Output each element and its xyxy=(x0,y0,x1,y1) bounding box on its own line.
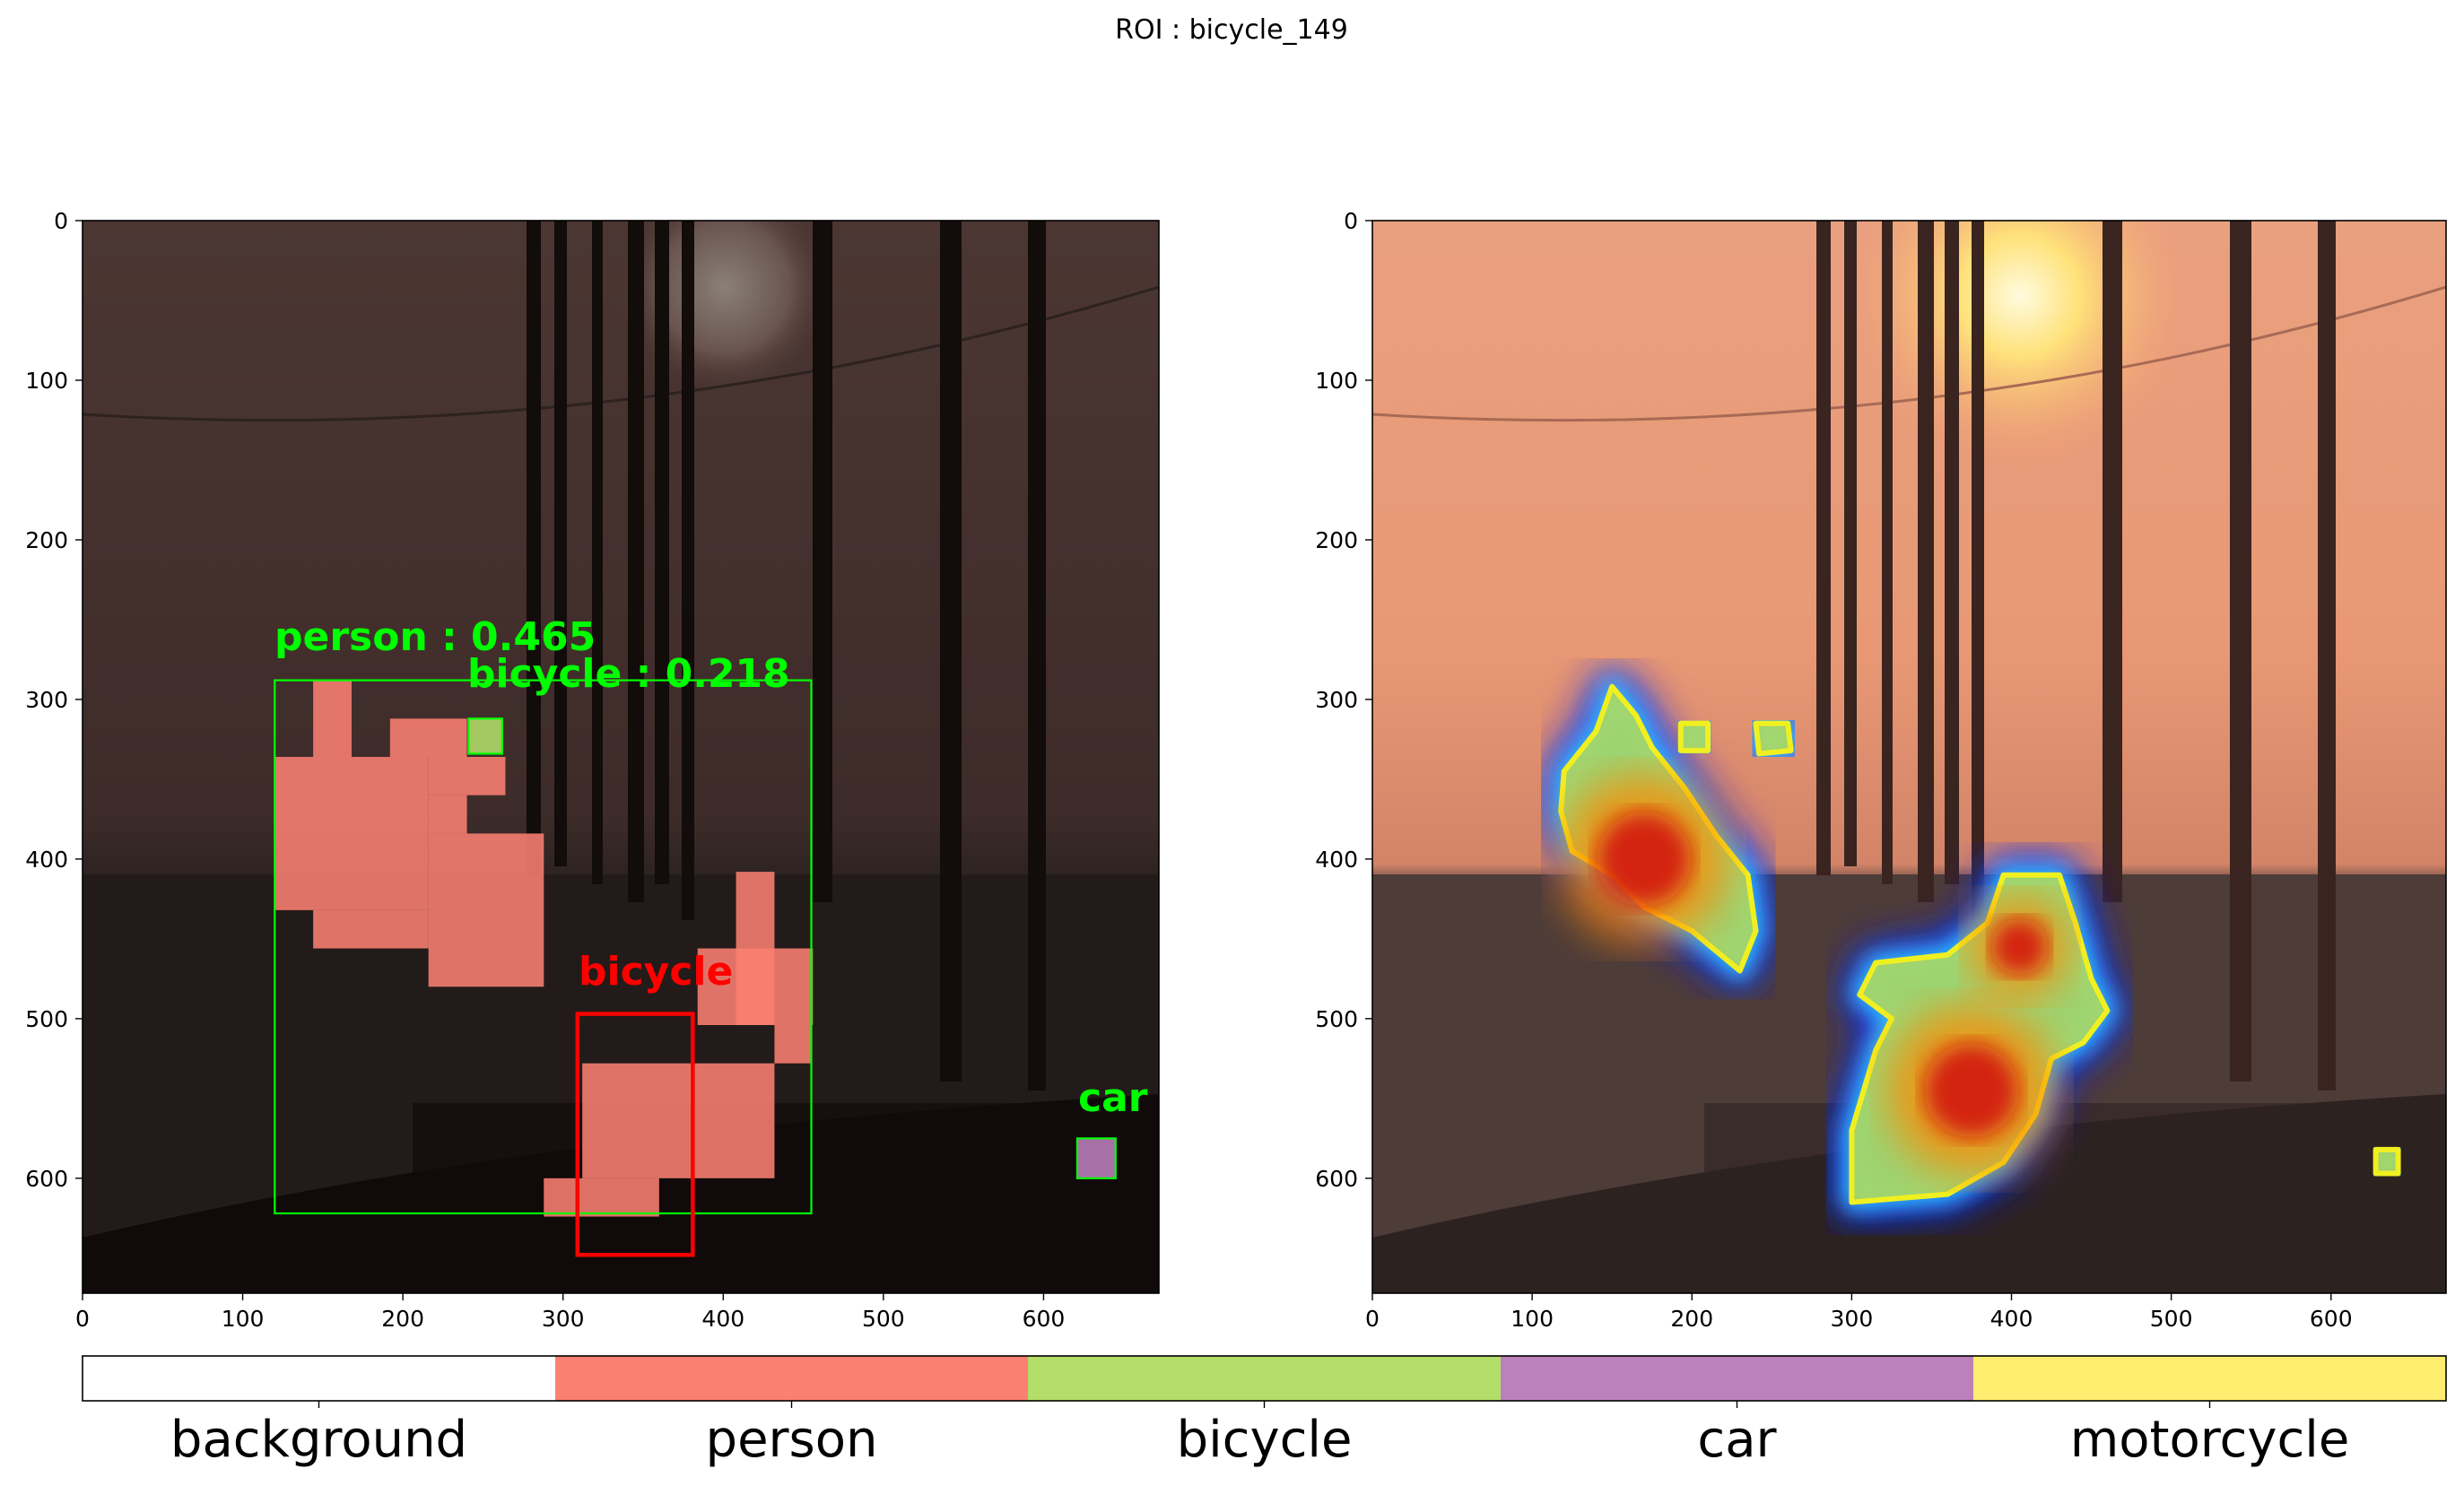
left-axes-ticks: 0 100 200 300 400 500 600 0 100 200 300 400 500 600 xyxy=(25,208,1065,1332)
right-ytick-label: 0 xyxy=(1344,208,1358,234)
segment-person xyxy=(544,1178,659,1217)
segment-person xyxy=(313,909,429,949)
segment-person xyxy=(428,833,544,987)
colorbar-segment-bicycle xyxy=(1028,1356,1501,1401)
detection-box xyxy=(1075,1137,1117,1179)
heat-blob-inner xyxy=(2373,1146,2401,1177)
heat-blob-inner xyxy=(1753,720,1794,757)
right-panel: 0 100 200 300 400 500 600 0 100 200 300 400 500 600 xyxy=(1315,208,2447,1332)
segment-person xyxy=(274,757,429,910)
left-xtick-label: 600 xyxy=(1023,1306,1066,1332)
colorbar-label-person: person xyxy=(706,1411,878,1469)
colorbar-label-motorcycle: motorcycle xyxy=(2070,1411,2350,1469)
left-xtick-label: 400 xyxy=(701,1306,744,1332)
detection-label: car xyxy=(1078,1075,1148,1121)
detection-box xyxy=(575,1012,695,1257)
left-ytick-label: 200 xyxy=(25,527,68,553)
right-xtick-label: 300 xyxy=(1831,1306,1874,1332)
left-photo xyxy=(83,221,1159,1293)
left-ytick-label: 100 xyxy=(25,368,68,394)
colorbar-label-background: background xyxy=(170,1411,467,1469)
left-xtick-label: 100 xyxy=(222,1306,265,1332)
colorbar-segment-person xyxy=(555,1356,1028,1401)
colorbar-segment-motorcycle xyxy=(1973,1356,2446,1401)
detection-label: person : 0.465 xyxy=(274,614,596,660)
segmentation-overlay xyxy=(274,680,1116,1217)
segment-person xyxy=(428,795,467,834)
right-xtick-label: 400 xyxy=(1990,1306,2033,1332)
left-xtick-label: 300 xyxy=(542,1306,585,1332)
right-ytick-label: 200 xyxy=(1315,527,1358,553)
left-ytick-label: 500 xyxy=(25,1006,68,1032)
segment-person xyxy=(389,718,467,757)
segment-car xyxy=(1076,1138,1116,1178)
right-xtick-label: 200 xyxy=(1670,1306,1713,1332)
right-ytick-label: 600 xyxy=(1315,1166,1358,1192)
colorbar-label-bicycle: bicycle xyxy=(1177,1411,1353,1469)
right-axes-ticks: 0 100 200 300 400 500 600 0 100 200 300 400 500 600 xyxy=(1315,208,2352,1332)
segment-person xyxy=(313,680,352,757)
right-xtick-label: 100 xyxy=(1511,1306,1554,1332)
segment-bicycle xyxy=(468,718,502,754)
heat-blob-inner xyxy=(1677,720,1711,753)
colorbar-label-car: car xyxy=(1697,1411,1777,1469)
right-xtick-label: 500 xyxy=(2150,1306,2193,1332)
right-xtick-label: 600 xyxy=(2310,1306,2353,1332)
colorbar-segment-car xyxy=(1501,1356,1973,1401)
right-xtick-label: 0 xyxy=(1365,1306,1380,1332)
detection-box xyxy=(274,679,813,1215)
detection-label: bicycle : 0.218 xyxy=(467,651,790,697)
activation-heatmap xyxy=(1544,669,2416,1220)
figure-title: ROI : bicycle_149 xyxy=(1115,14,1348,46)
segment-person xyxy=(428,757,506,795)
colorbar-frame xyxy=(82,1355,2447,1402)
heat-hotspot-core xyxy=(1597,812,1692,907)
right-ytick-label: 100 xyxy=(1315,368,1358,394)
left-xtick-label: 200 xyxy=(381,1306,424,1332)
left-ytick-label: 0 xyxy=(54,208,68,234)
detection-label: bicycle xyxy=(579,949,733,995)
right-photo xyxy=(1372,221,2446,1293)
right-ytick-label: 300 xyxy=(1315,687,1358,713)
segment-person xyxy=(774,1025,812,1064)
right-ytick-label: 400 xyxy=(1315,847,1358,873)
segment-person xyxy=(697,948,814,1025)
right-ytick-label: 500 xyxy=(1315,1006,1358,1032)
segment-person xyxy=(582,1063,775,1178)
left-ytick-label: 400 xyxy=(25,847,68,873)
class-colorbar: background person bicycle car motorcycle xyxy=(82,1355,2447,1469)
heat-hotspot-core xyxy=(1991,918,2048,976)
colorbar-segment-background xyxy=(83,1356,555,1401)
left-xtick-label: 0 xyxy=(75,1306,90,1332)
colorbar-segments: background person bicycle car motorcycle xyxy=(83,1356,2446,1469)
left-ytick-label: 300 xyxy=(25,687,68,713)
left-ytick-label: 600 xyxy=(25,1166,68,1192)
detection-box xyxy=(467,717,503,755)
left-xtick-label: 500 xyxy=(862,1306,905,1332)
heat-hotspot-core xyxy=(1924,1043,2019,1138)
